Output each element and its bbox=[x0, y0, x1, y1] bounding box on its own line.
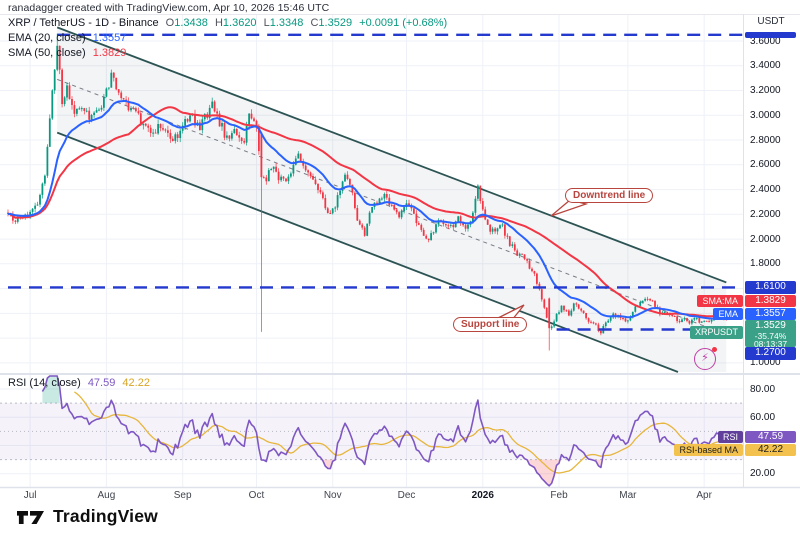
time-tick: Nov bbox=[323, 490, 342, 501]
ema-label[interactable]: EMA (20, close) bbox=[8, 32, 86, 44]
time-tick: Apr bbox=[696, 490, 712, 501]
price-tick: 2.2000 bbox=[750, 208, 781, 220]
open-label: O bbox=[165, 17, 175, 29]
rsi-plot bbox=[41, 375, 727, 487]
low-value: 1.3348 bbox=[269, 17, 304, 29]
time-tick: Mar bbox=[619, 490, 637, 501]
high-label: H bbox=[214, 17, 223, 29]
sma-legend[interactable]: SMA (50, close) 1.3829 bbox=[8, 47, 126, 59]
ema-legend[interactable]: EMA (20, close) 1.3557 bbox=[8, 32, 126, 44]
rsi-ma-value: 42.22 bbox=[122, 377, 150, 389]
last-price-change: -35.74% bbox=[754, 330, 787, 341]
resistance-price-label: 1.6100 bbox=[745, 281, 796, 294]
time-tick: Feb bbox=[550, 490, 568, 501]
price-tick: 3.6000 bbox=[750, 35, 781, 47]
axis-currency: USDT bbox=[757, 16, 785, 27]
rsi-tick: 20.00 bbox=[750, 468, 776, 480]
price-tick: 2.6000 bbox=[750, 159, 781, 171]
price-tick: 3.2000 bbox=[750, 85, 781, 97]
rsi-band bbox=[0, 402, 743, 461]
ema-axis-tag: EMA bbox=[713, 307, 743, 320]
high-value: 1.3620 bbox=[222, 17, 257, 29]
price-tick: 1.0000 bbox=[750, 357, 781, 369]
rsi-ma-axis-tag: RSI-based MA bbox=[674, 443, 743, 456]
moving-averages bbox=[7, 100, 727, 320]
time-tick: Oct bbox=[248, 490, 265, 501]
tradingview-logo-icon bbox=[17, 510, 44, 524]
rsi-label[interactable]: RSI (14, close) bbox=[8, 377, 81, 389]
sma-value: 1.3829 bbox=[92, 46, 127, 59]
ema-value: 1.3557 bbox=[92, 32, 127, 44]
downtrend-line-callout[interactable]: Downtrend line bbox=[565, 188, 654, 203]
rsi-ma-value-label: 42.22 bbox=[745, 443, 796, 456]
close-value: 1.3529 bbox=[318, 17, 353, 29]
close-label: C bbox=[310, 17, 319, 29]
sma-price-label: 1.3829 bbox=[745, 294, 796, 307]
ema-price-label: 1.3557 bbox=[745, 307, 796, 320]
separators bbox=[0, 14, 800, 489]
symbol-legend[interactable]: XRP / TetherUS - 1D - Binance O1.3438 H1… bbox=[8, 17, 447, 29]
rsi-value-label: 47.59 bbox=[745, 430, 796, 443]
price-tick: 2.4000 bbox=[750, 184, 781, 196]
rsi-value: 47.59 bbox=[87, 377, 116, 389]
credit-line: ranadagger created with TradingView.com,… bbox=[8, 2, 330, 14]
symbol-axis-tag: XRPUSDT bbox=[689, 326, 743, 339]
trend-channel bbox=[56, 26, 727, 373]
sma-axis-tag: SMA:MA bbox=[697, 294, 743, 307]
symbol-title[interactable]: XRP / TetherUS - 1D - Binance bbox=[8, 17, 159, 29]
rsi-tick: 80.00 bbox=[750, 383, 776, 395]
rsi-axis-tag: RSI bbox=[717, 430, 743, 443]
time-tick: 2026 bbox=[471, 490, 494, 501]
open-value: 1.3438 bbox=[174, 17, 208, 29]
time-tick: Sep bbox=[173, 490, 192, 501]
price-tick: 2.0000 bbox=[750, 233, 781, 245]
last-price-label: 1.3529 -35.74% 08:13:37 bbox=[745, 320, 796, 349]
price-tick: 2.8000 bbox=[750, 134, 781, 146]
ath-line-axis-marker bbox=[745, 31, 796, 38]
rsi-tick: 60.00 bbox=[750, 411, 776, 423]
grid bbox=[0, 15, 743, 488]
time-tick: Dec bbox=[397, 490, 416, 501]
last-price-value: 1.3529 bbox=[755, 320, 786, 331]
bar-countdown: 08:13:37 bbox=[753, 338, 788, 349]
price-tick: 3.0000 bbox=[750, 109, 781, 121]
support-line-callout[interactable]: Support line bbox=[453, 317, 528, 332]
low-label: L bbox=[263, 17, 270, 29]
support-price-label: 1.2700 bbox=[745, 347, 796, 360]
price-tick: 1.8000 bbox=[750, 258, 781, 270]
tradingview-logo-text: TradingView bbox=[53, 506, 158, 526]
change-value: +0.0091 (+0.68%) bbox=[359, 17, 448, 29]
lightning-icon[interactable]: ⚡ bbox=[694, 347, 717, 370]
time-tick: Aug bbox=[97, 490, 116, 501]
sma-label[interactable]: SMA (50, close) bbox=[8, 46, 86, 59]
notification-dot bbox=[712, 347, 717, 352]
time-tick: Jul bbox=[23, 490, 37, 501]
tradingview-logo[interactable]: TradingView bbox=[16, 506, 158, 527]
rsi-legend[interactable]: RSI (14, close) 47.59 42.22 bbox=[8, 377, 150, 389]
price-tick: 3.4000 bbox=[750, 60, 781, 72]
